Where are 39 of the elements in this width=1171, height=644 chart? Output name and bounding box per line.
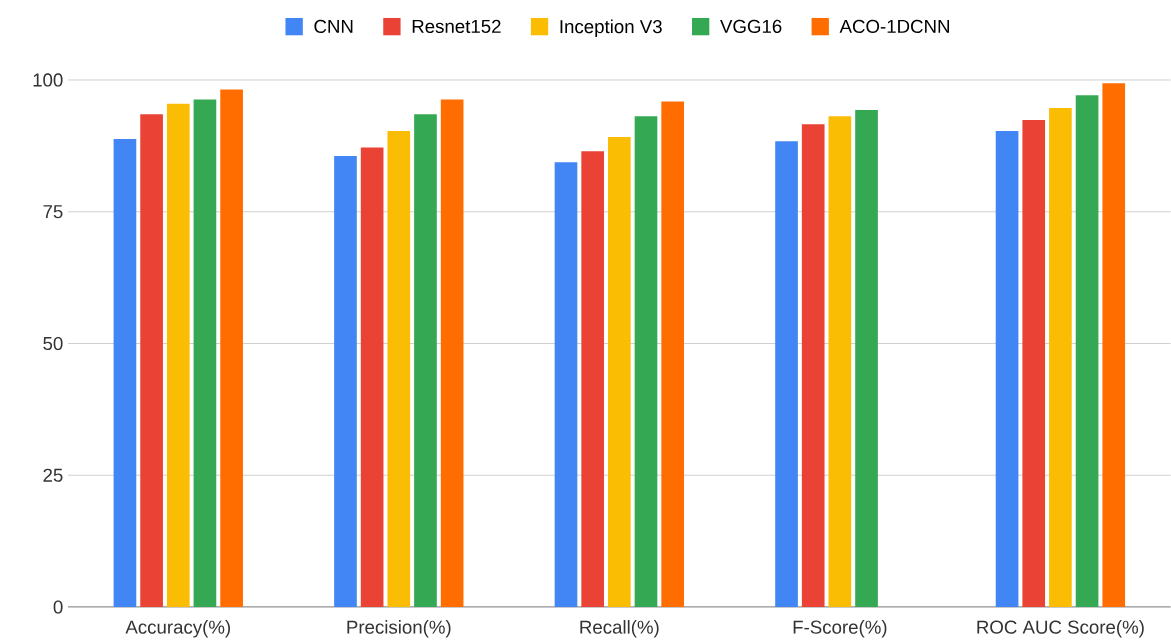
bar: [113, 139, 137, 607]
bar: [193, 99, 217, 607]
y-tick-label: 100: [33, 73, 63, 87]
legend-label: ACO-1DCNN: [839, 19, 949, 33]
bar: [166, 103, 190, 607]
legend-label: Resnet152: [412, 19, 501, 33]
bar: [554, 162, 578, 607]
y-tick-label: 50: [43, 336, 63, 351]
bar: [387, 131, 411, 607]
bar: [995, 131, 1019, 607]
bar: [855, 110, 878, 607]
bar: [608, 136, 631, 607]
bar: [581, 151, 604, 607]
bar: [801, 124, 825, 607]
x-tick-label: Recall(%): [580, 620, 659, 638]
bar: [1075, 95, 1099, 607]
x-tick-label: ROC AUC Score(%): [977, 620, 1144, 638]
y-tick-label: 75: [43, 205, 63, 219]
legend-label: Inception V3: [560, 19, 662, 37]
x-tick-label: F-Score(%): [793, 620, 887, 638]
bar: [440, 99, 464, 607]
bar: [634, 116, 658, 607]
x-tick-label: Precision(%): [347, 620, 451, 638]
legend-label: VGG16: [720, 19, 782, 33]
y-tick-label: 25: [43, 468, 63, 482]
bar: [1049, 107, 1072, 607]
bar: [661, 101, 684, 607]
bar: [1102, 83, 1126, 607]
bar: [360, 147, 384, 607]
bar: [775, 141, 798, 607]
y-tick-label: 0: [53, 600, 63, 614]
x-tick-label: Accuracy(%): [125, 620, 230, 638]
bar: [140, 114, 163, 607]
bar: [414, 114, 437, 607]
bar: [828, 116, 852, 607]
bar: [1022, 120, 1046, 607]
legend-label: CNN: [314, 19, 353, 33]
bar: [220, 89, 243, 607]
bar: [334, 155, 357, 607]
